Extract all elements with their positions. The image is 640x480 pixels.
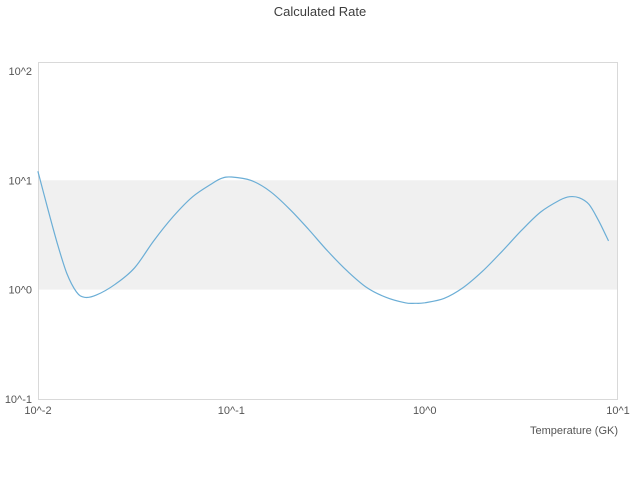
- y-tick-label: 10^1: [8, 175, 32, 187]
- y-tick-label: 10^-1: [5, 394, 32, 406]
- x-tick-label: 10^-2: [24, 405, 51, 417]
- y-tick-label: 10^0: [8, 285, 32, 297]
- y-tick-label: 10^2: [8, 66, 32, 78]
- x-tick-label: 10^1: [606, 405, 630, 417]
- x-tick-label: 10^0: [413, 405, 437, 417]
- x-tick-label: 10^-1: [218, 405, 245, 417]
- x-axis-label: Temperature (GK): [529, 425, 618, 437]
- rate-line: [37, 171, 609, 305]
- chart-title: Calculated Rate: [273, 4, 367, 19]
- shaded-band: [38, 180, 618, 290]
- plot-border: [38, 62, 618, 400]
